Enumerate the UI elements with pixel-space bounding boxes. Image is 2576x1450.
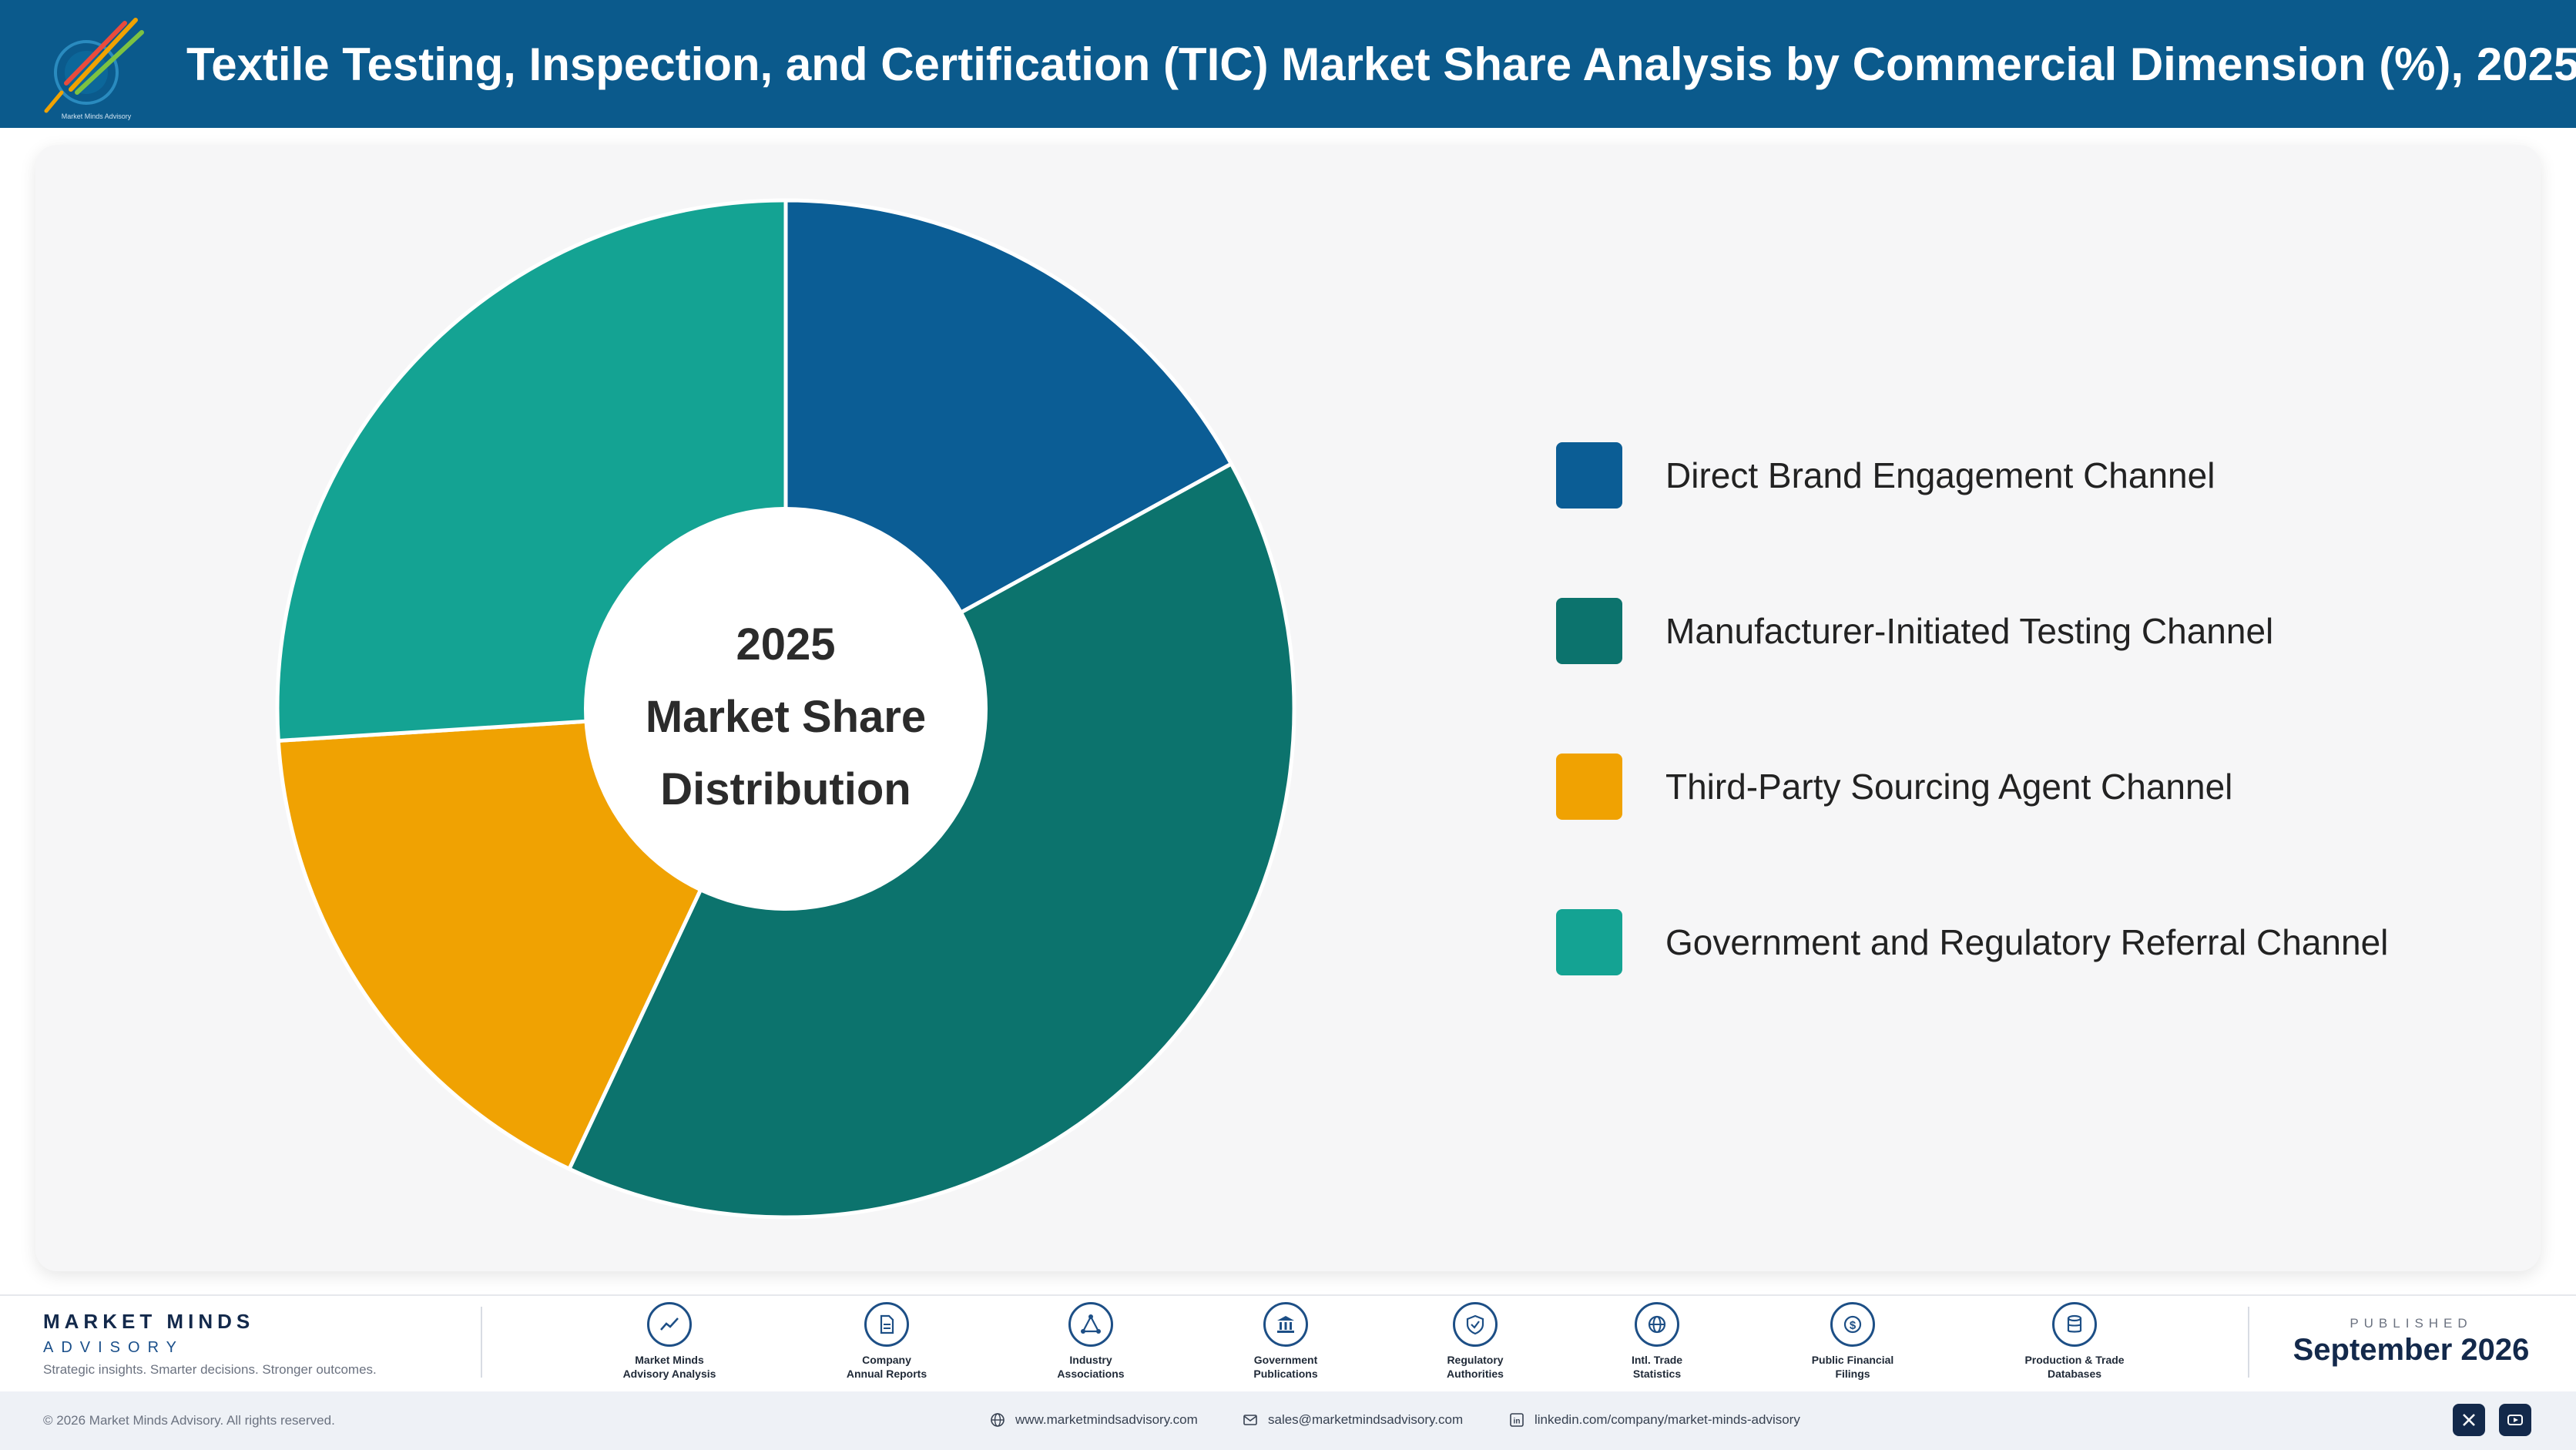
page-title: Textile Testing, Inspection, and Certifi… — [186, 38, 2576, 90]
source-label-line2: Annual Reports — [846, 1368, 927, 1380]
legend-item[interactable]: Government and Regulatory Referral Chann… — [1556, 909, 2388, 975]
source-label-line1: Market Minds — [635, 1354, 704, 1366]
source-label-line1: Production & Trade — [2024, 1354, 2125, 1366]
center-label-year: 2025 — [736, 619, 836, 670]
email-link[interactable]: sales@marketmindsadvisory.com — [1242, 1411, 1463, 1428]
source-label: Public Financial Filings — [1768, 1353, 1937, 1381]
source-label: Government Publications — [1201, 1353, 1370, 1381]
trend-line-icon — [647, 1302, 692, 1347]
government-building-icon — [1263, 1302, 1308, 1347]
legend-swatch — [1556, 909, 1622, 975]
brand-name: MARKET MINDS — [43, 1310, 255, 1333]
source-item[interactable]: Government Publications — [1201, 1302, 1370, 1381]
svg-text:$: $ — [1850, 1319, 1857, 1332]
legend-label: Manufacturer-Initiated Testing Channel — [1665, 611, 2274, 651]
source-label-line2: Statistics — [1632, 1368, 1682, 1380]
source-label-line1: Intl. Trade — [1631, 1354, 1683, 1366]
source-label-line2: Publications — [1253, 1368, 1318, 1380]
source-label-line1: Industry — [1069, 1354, 1112, 1366]
legend-label: Direct Brand Engagement Channel — [1665, 455, 2215, 495]
copyright-text: © 2026 Market Minds Advisory. All rights… — [43, 1413, 335, 1428]
source-label-line2: Advisory Analysis — [622, 1368, 716, 1380]
linkedin-text: linkedin.com/company/market-minds-adviso… — [1535, 1412, 1800, 1427]
legend-item[interactable]: Third-Party Sourcing Agent Channel — [1556, 754, 2388, 820]
source-label: Market Minds Advisory Analysis — [585, 1353, 754, 1381]
source-item[interactable]: Market Minds Advisory Analysis — [585, 1302, 754, 1381]
published-label: PUBLISHED — [2350, 1316, 2473, 1331]
source-label: Intl. Trade Statistics — [1572, 1353, 1742, 1381]
svg-text:in: in — [1514, 1418, 1521, 1426]
source-label: Company Annual Reports — [802, 1353, 971, 1381]
shield-check-icon — [1453, 1302, 1498, 1347]
center-label-line3: Distribution — [660, 764, 911, 814]
globe-icon — [1635, 1302, 1679, 1347]
network-icon — [1068, 1302, 1113, 1347]
linkedin-link[interactable]: in linkedin.com/company/market-minds-adv… — [1508, 1411, 1800, 1428]
source-label-line1: Company — [862, 1354, 911, 1366]
source-label: Production & Trade Databases — [1990, 1353, 2159, 1381]
email-text: sales@marketmindsadvisory.com — [1268, 1412, 1464, 1427]
source-label-line2: Filings — [1835, 1368, 1870, 1380]
document-icon — [864, 1302, 909, 1347]
source-item[interactable]: Production & Trade Databases — [1990, 1302, 2159, 1381]
source-label-line2: Authorities — [1447, 1368, 1504, 1380]
website-text: www.marketmindsadvisory.com — [1015, 1412, 1198, 1427]
legend-label: Third-Party Sourcing Agent Channel — [1665, 767, 2233, 807]
legend-swatch — [1556, 598, 1622, 664]
footer-divider — [2248, 1307, 2249, 1378]
source-label-line1: Public Financial — [1811, 1354, 1894, 1366]
source-label-line2: Databases — [2047, 1368, 2102, 1380]
legend-label: Government and Regulatory Referral Chann… — [1665, 922, 2389, 962]
header-bar: Market Minds Advisory Textile Testing, I… — [0, 0, 2576, 128]
brand-subtitle: ADVISORY — [43, 1339, 184, 1356]
footer-divider — [481, 1307, 482, 1378]
chart-legend: Direct Brand Engagement Channel Manufact… — [1556, 442, 2388, 1065]
market-minds-logo-icon: Market Minds Advisory — [44, 18, 144, 120]
bottom-bar — [0, 1391, 2576, 1450]
source-item[interactable]: Intl. Trade Statistics — [1572, 1302, 1742, 1381]
youtube-icon[interactable] — [2499, 1404, 2531, 1436]
x-icon[interactable] — [2453, 1404, 2485, 1436]
brand-tagline: Strategic insights. Smarter decisions. S… — [43, 1362, 377, 1377]
legend-item[interactable]: Manufacturer-Initiated Testing Channel — [1556, 598, 2388, 664]
source-item[interactable]: Company Annual Reports — [802, 1302, 971, 1381]
legend-swatch — [1556, 754, 1622, 820]
dollar-coin-icon: $ — [1830, 1302, 1875, 1347]
database-icon — [2052, 1302, 2097, 1347]
linkedin-icon: in — [1510, 1413, 1524, 1427]
globe-icon — [991, 1413, 1005, 1427]
source-item[interactable]: Regulatory Authorities — [1390, 1302, 1560, 1381]
mail-icon — [1243, 1415, 1257, 1425]
published-date: September 2026 — [2293, 1333, 2530, 1367]
chart-center-label: 2025 Market Share Distribution — [585, 609, 986, 826]
source-label: Regulatory Authorities — [1390, 1353, 1560, 1381]
source-label: Industry Associations — [1006, 1353, 1176, 1381]
svg-text:Market Minds Advisory: Market Minds Advisory — [62, 112, 132, 120]
legend-item[interactable]: Direct Brand Engagement Channel — [1556, 442, 2388, 509]
source-label-line2: Associations — [1057, 1368, 1125, 1380]
website-link[interactable]: www.marketmindsadvisory.com — [989, 1411, 1198, 1428]
source-item[interactable]: $ Public Financial Filings — [1768, 1302, 1937, 1381]
source-label-line1: Regulatory — [1447, 1354, 1504, 1366]
source-label-line1: Government — [1253, 1354, 1318, 1366]
center-label-line2: Market Share — [645, 692, 927, 742]
source-item[interactable]: Industry Associations — [1006, 1302, 1176, 1381]
legend-swatch — [1556, 442, 1622, 509]
